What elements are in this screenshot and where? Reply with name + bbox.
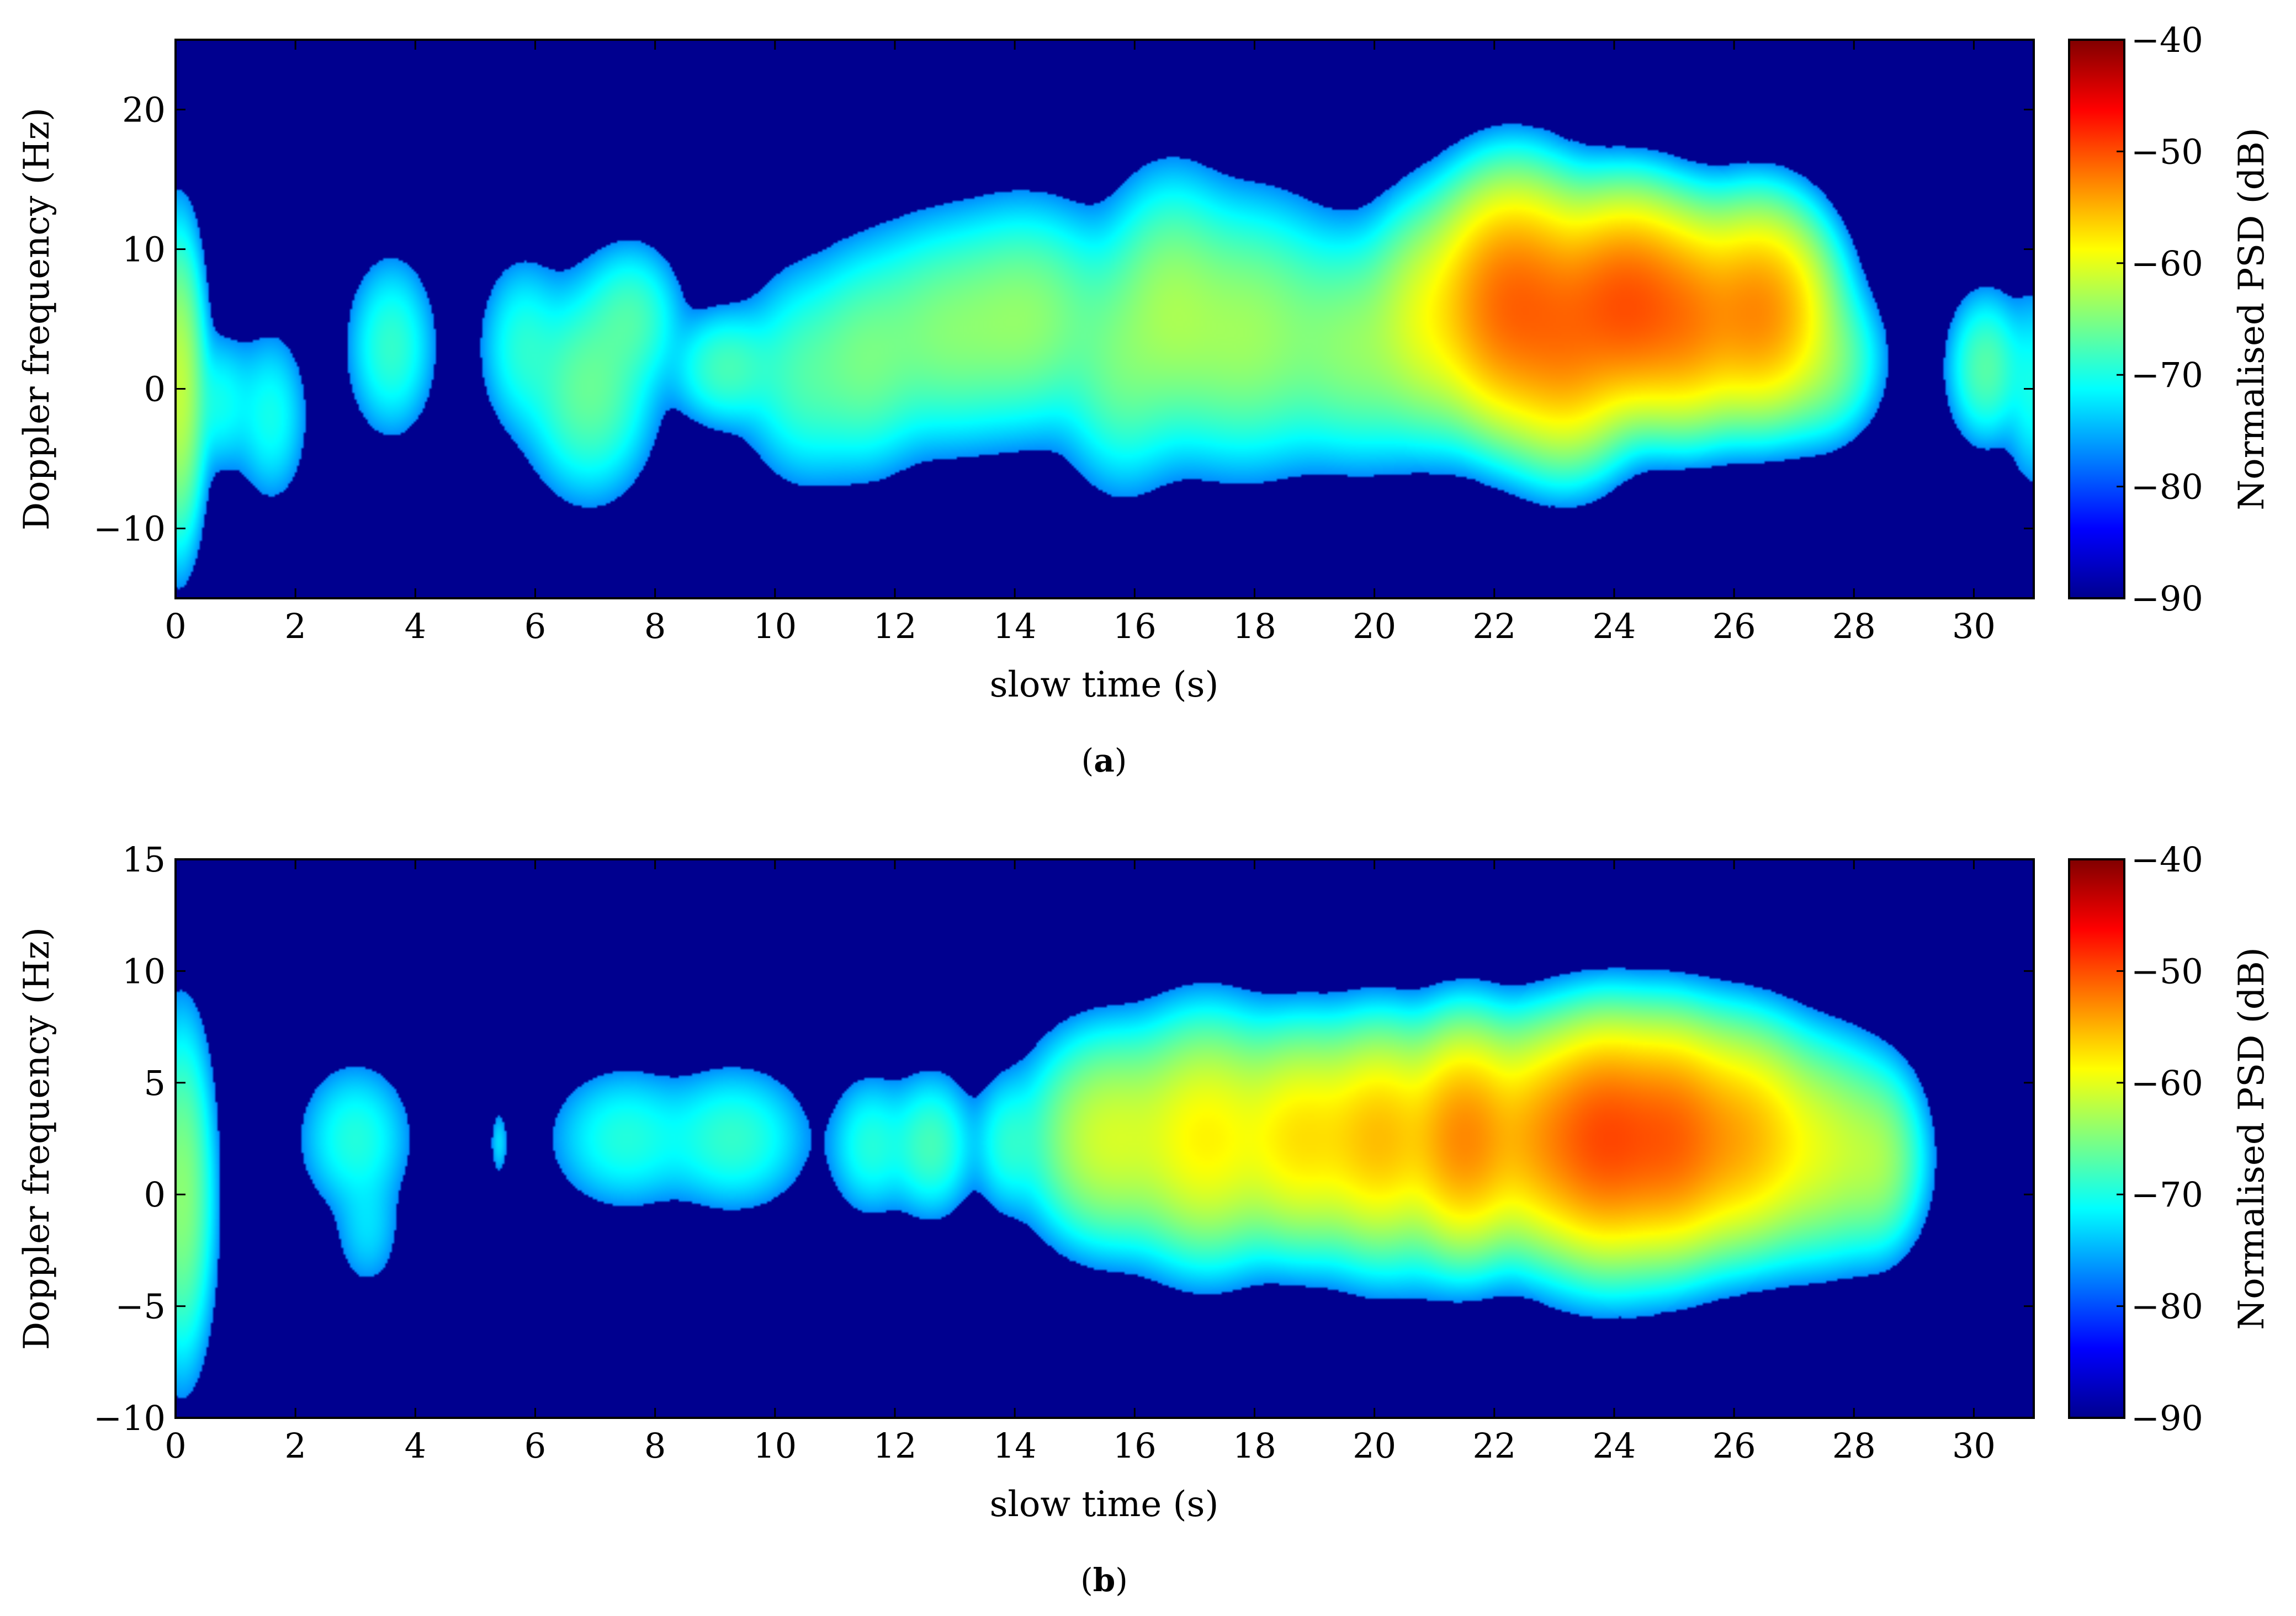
colorbar-tick-label: −50 (2131, 951, 2203, 991)
y-axis-b: −10 −5 0 5 10 15 (93, 839, 2034, 1438)
plot-frame-b (174, 858, 2035, 1419)
x-tick-label: 30 (1952, 1426, 1996, 1466)
y-tick-label: 10 (122, 951, 166, 991)
x-tick-label: 18 (1233, 606, 1276, 646)
x-tick-label: 8 (644, 1426, 666, 1466)
y-axis-label-b: Doppler frequency (Hz) (17, 927, 57, 1350)
colorbar-tick-label: −60 (2131, 243, 2203, 284)
panel-b: 0 2 4 6 8 10 12 14 16 18 20 22 24 26 28 30 −10−5051015 … (17, 839, 2272, 1599)
x-tick-label: 14 (993, 606, 1037, 646)
y-tick-label: −10 (93, 1398, 166, 1438)
colorbar-tick-label: −40 (2131, 20, 2203, 60)
heatmap-b (176, 859, 2034, 1418)
x-tick-label: 6 (524, 1426, 546, 1466)
caption-a: (a) (1081, 742, 1127, 779)
colorbar-label-a: Normalised PSD (dB) (2231, 127, 2272, 510)
x-axis-a: 0 2 4 6 8 10 12 14 16 18 20 22 24 26 28 30 (165, 40, 1996, 646)
x-tick-label: 24 (1592, 606, 1636, 646)
x-tick-label: 10 (753, 1426, 797, 1466)
heatmap-a (176, 40, 2034, 598)
x-tick-label: 2 (284, 606, 306, 646)
colorbar-axis-b: −90 −80 −70 −60 −50 −40 (2117, 839, 2203, 1438)
x-tick-label: 28 (1832, 606, 1876, 646)
y-tick-label: 15 (122, 839, 166, 880)
colorbar-tick-label: −80 (2131, 1287, 2203, 1327)
x-tick-label: 12 (873, 1426, 917, 1466)
colorbar-tick-label: −90 (2131, 1398, 2203, 1438)
heatmap-b-wrapper (176, 859, 2034, 1418)
colorbar-label-b: Normalised PSD (dB) (2231, 947, 2272, 1330)
x-axis-label-b: slow time (s) (990, 1484, 1219, 1525)
x-tick-label: 10 (753, 606, 797, 646)
y-tick-label: 20 (122, 90, 166, 130)
colorbar-tick-label: −90 (2131, 578, 2203, 619)
colorbar-b (2069, 859, 2124, 1418)
colorbar-frame-b (2068, 858, 2125, 1419)
x-tick-label: 30 (1952, 606, 1996, 646)
colorbar-tick-label: −50 (2131, 131, 2203, 172)
heatmap-a-wrapper (176, 40, 2034, 598)
y-tick-label: −10 (93, 509, 166, 549)
y-tick-label: −5 (115, 1287, 166, 1327)
y-axis-label-a: Doppler frequency (Hz) (17, 108, 57, 530)
colorbar-tick-label: −70 (2131, 355, 2203, 395)
colorbar-tick-label: −70 (2131, 1174, 2203, 1215)
x-tick-label: 12 (873, 606, 917, 646)
colorbar-frame-a (2068, 39, 2125, 599)
y-tick-label: 10 (122, 230, 166, 270)
colorbar-tick-label: −60 (2131, 1063, 2203, 1103)
y-tick-label: 0 (144, 1174, 166, 1215)
x-tick-label: 16 (1113, 1426, 1157, 1466)
caption-b-letter: b (1093, 1561, 1116, 1599)
colorbar-a (2069, 40, 2124, 598)
caption-a-letter: a (1094, 742, 1115, 779)
x-tick-label: 6 (524, 606, 546, 646)
x-axis-b: 0 2 4 6 8 10 12 14 16 18 20 22 24 26 28 30 (165, 859, 1996, 1466)
x-tick-label: 26 (1712, 606, 1756, 646)
y-axis-a: −10 0 10 20 (93, 90, 2034, 549)
caption-b: (b) (1080, 1561, 1128, 1599)
x-tick-label: 20 (1353, 606, 1396, 646)
x-tick-label: 8 (644, 606, 666, 646)
x-tick-label: 0 (165, 1426, 186, 1466)
x-tick-label: 0 (165, 606, 186, 646)
x-tick-label: 24 (1592, 1426, 1636, 1466)
x-tick-label: 18 (1233, 1426, 1276, 1466)
colorbar-tick-label: −40 (2131, 839, 2203, 880)
y-tick-label: 0 (144, 369, 166, 410)
x-tick-label: 26 (1712, 1426, 1756, 1466)
y-tick-label: 5 (144, 1063, 166, 1103)
x-tick-label: 14 (993, 1426, 1037, 1466)
x-axis-label-a: slow time (s) (990, 665, 1219, 705)
x-tick-label: 20 (1353, 1426, 1396, 1466)
plot-frame-a (174, 39, 2035, 599)
colorbar-axis-a: −90 −80 −70 −60 −50 −40 (2117, 20, 2203, 619)
x-tick-label: 2 (284, 1426, 306, 1466)
x-tick-label: 4 (405, 1426, 426, 1466)
x-tick-label: 16 (1113, 606, 1157, 646)
colorbar-tick-label: −80 (2131, 467, 2203, 507)
x-tick-label: 28 (1832, 1426, 1876, 1466)
x-tick-label: 22 (1472, 606, 1516, 646)
x-tick-label: 22 (1472, 1426, 1516, 1466)
x-tick-label: 4 (405, 606, 426, 646)
